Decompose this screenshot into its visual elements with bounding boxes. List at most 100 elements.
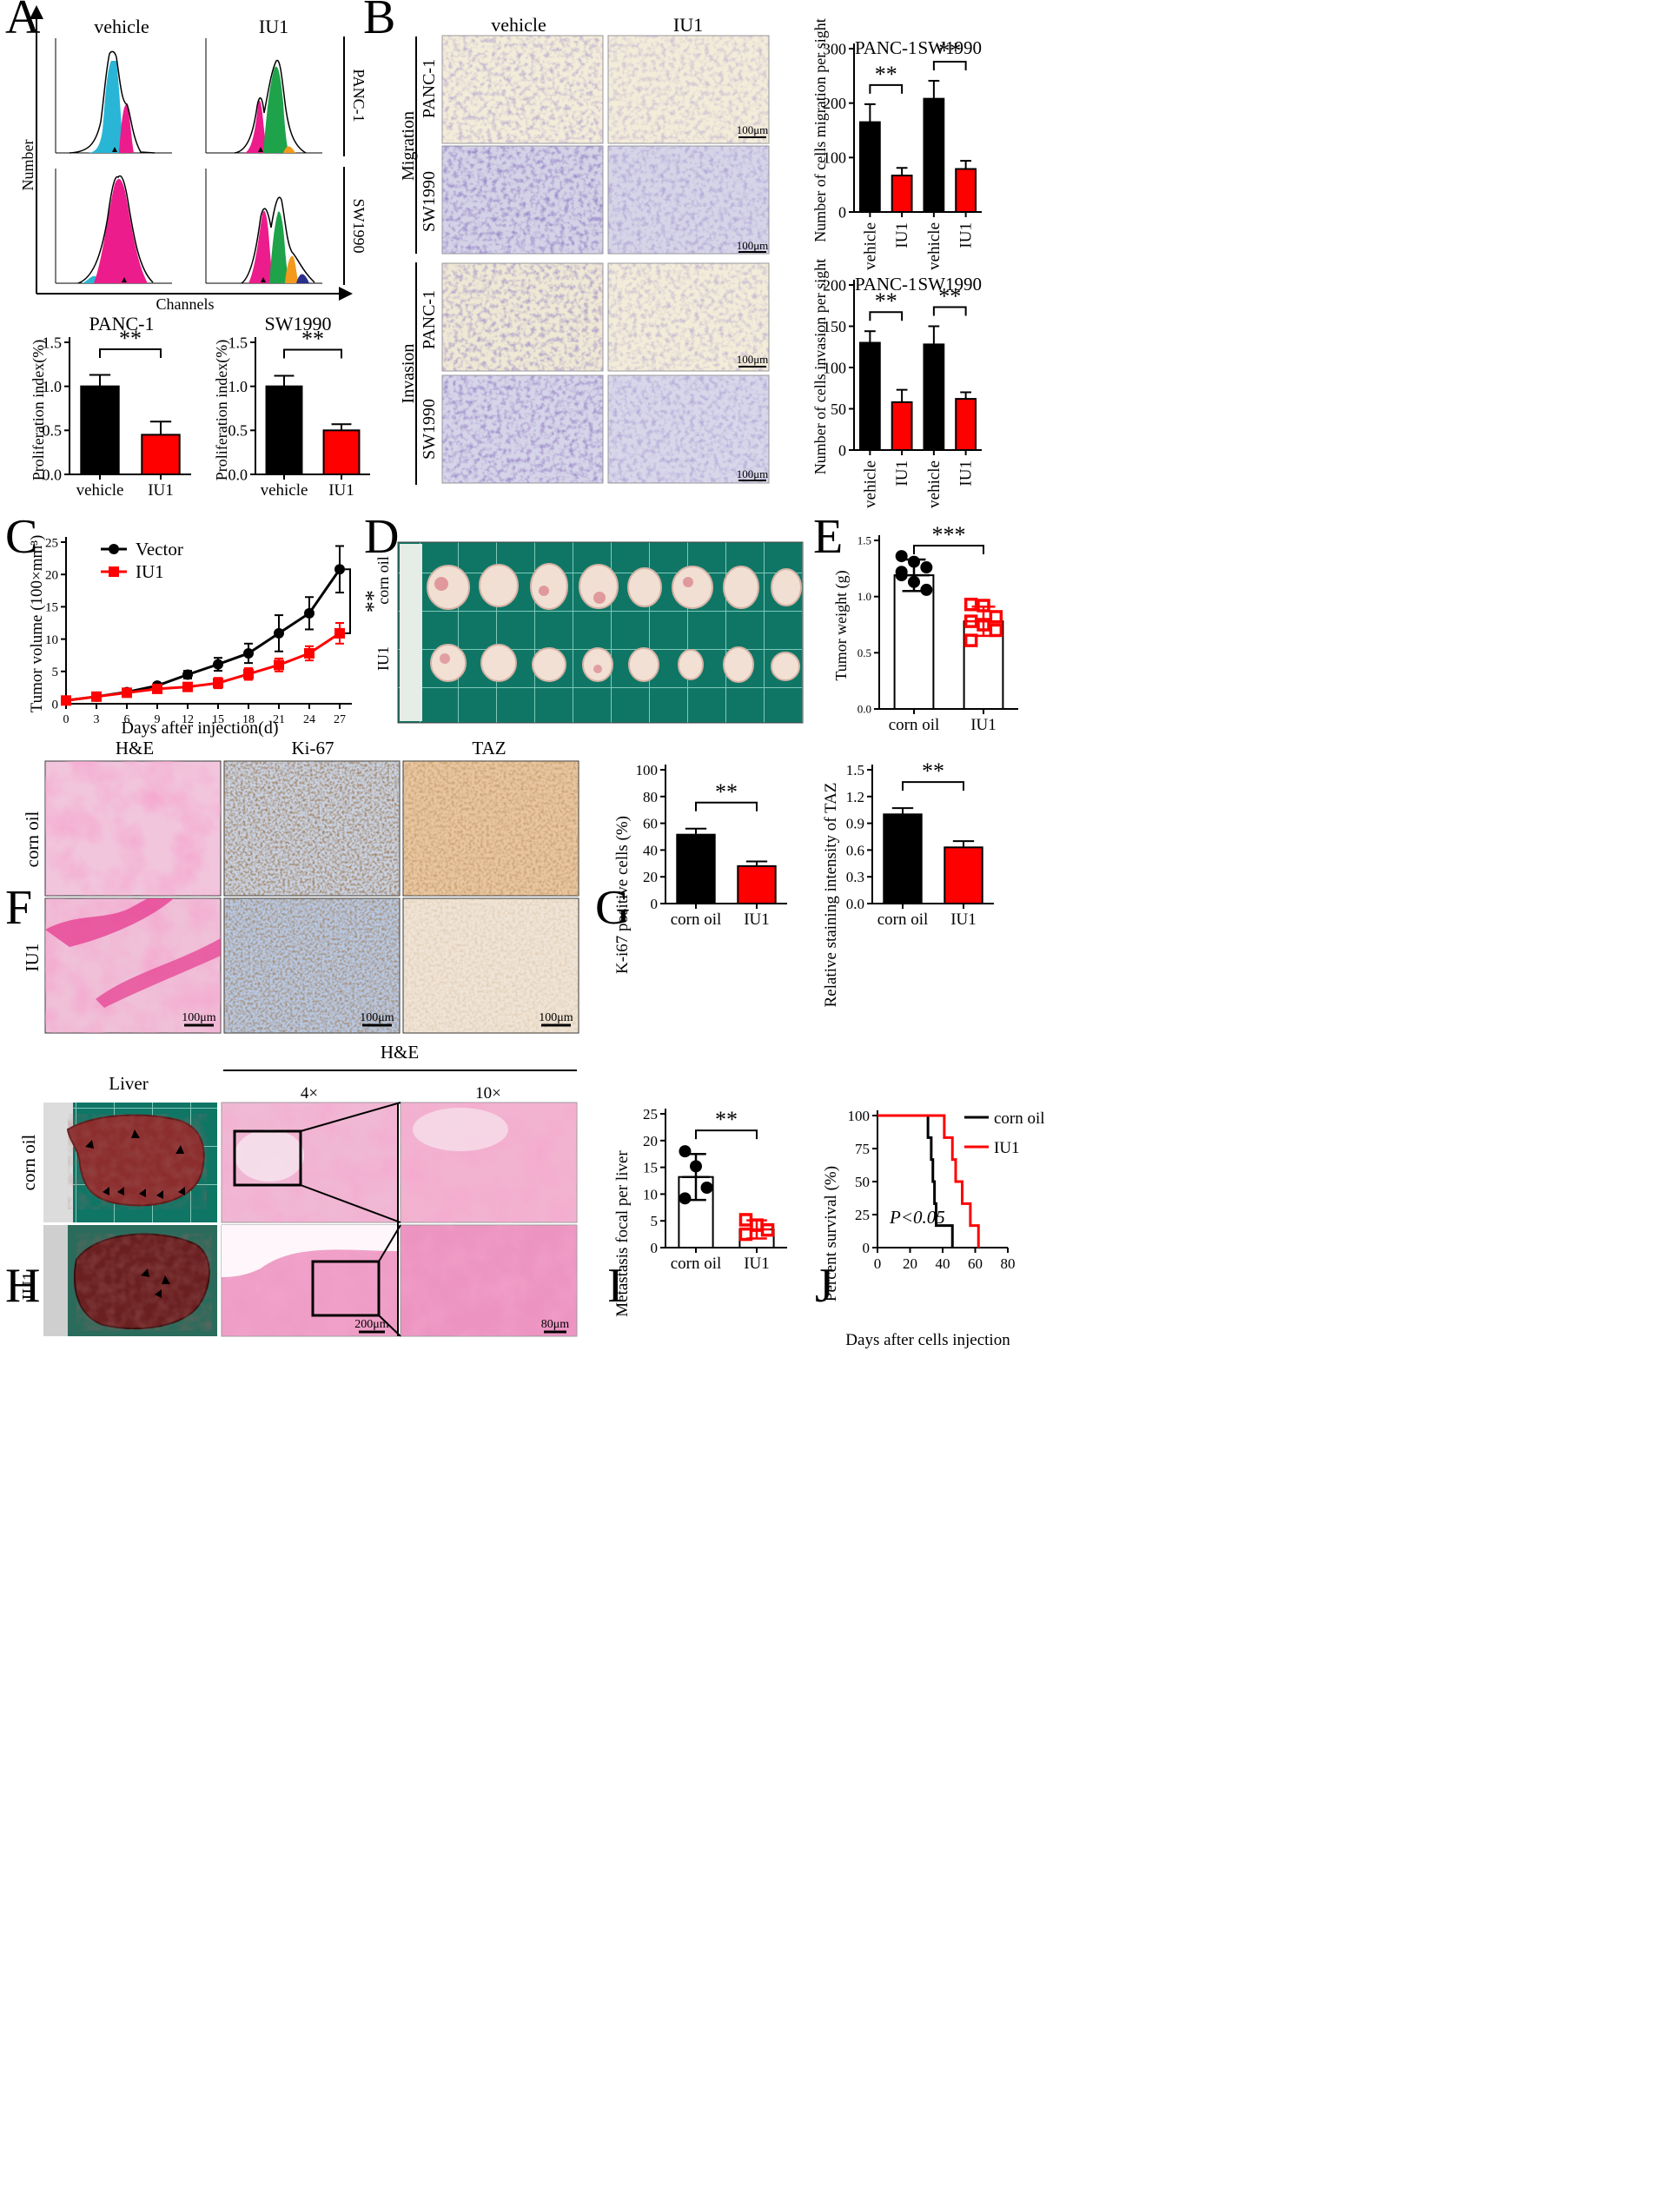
y-tick-label: 1.0: [43, 378, 63, 395]
flow-col-label-iu1: IU1: [259, 16, 288, 37]
significance-label: ***: [932, 522, 966, 547]
data-point: [963, 614, 978, 628]
scale-bars: 200μm 80μm: [354, 1318, 569, 1334]
panel-label-E: E: [813, 510, 843, 564]
x-tick-label: vehicle: [925, 460, 944, 508]
tumor: [427, 565, 470, 610]
mag-label-10x: 10×: [475, 1084, 501, 1103]
flow-y-label: Number: [19, 140, 36, 191]
y-axis-label: K-i67 positive cells (%): [613, 816, 632, 974]
y-tick-label: 100: [823, 149, 846, 167]
panel-b-transwell: vehicle IU1 Migration Invasion PANC-1 SW…: [399, 14, 770, 485]
y-tick-label: 100: [823, 359, 846, 376]
y-tick-label: 300: [823, 40, 846, 57]
x-tick-label: 80: [1001, 1255, 1016, 1272]
flow-row-label-sw1990: SW1990: [350, 199, 367, 254]
flow-row-label-panc1: PANC-1: [350, 69, 367, 122]
x-tick-label: vehicle: [861, 460, 879, 508]
x-tick-label: vehicle: [76, 481, 124, 500]
zoom-box-iu1: [311, 1260, 381, 1317]
data-point: [182, 681, 193, 692]
data-point: [908, 555, 920, 568]
group-label: SW1990: [918, 37, 983, 58]
data-point: [679, 1192, 692, 1205]
data-point: [679, 1145, 692, 1158]
row-label-sw1990: SW1990: [420, 171, 439, 232]
data-point: [920, 561, 933, 574]
y-axis-label: Tumor volume (100×mm³): [28, 535, 46, 713]
ihc-row-label-corn-oil: corn oil: [22, 811, 43, 867]
bar: [858, 121, 881, 214]
panel-h-liver: Liver H&E 4× 10× corn oil IU1: [18, 1042, 578, 1337]
panel-label-C: C: [5, 510, 37, 564]
data-point: [977, 618, 990, 632]
data-point: [213, 659, 223, 670]
zoom-box-corn-oil: [233, 1129, 302, 1187]
polyploid-navy: [296, 274, 309, 283]
micrograph-invasion-sw1990-vehicle: [441, 374, 604, 484]
micrograph-liver-10x-iu1: [400, 1224, 578, 1337]
y-tick-label: 25: [45, 536, 58, 550]
ihc-col-label-taz: TAZ: [472, 738, 506, 758]
p-value-annotation: P<0.05: [889, 1207, 945, 1228]
x-tick-label: IU1: [893, 222, 911, 248]
bar: [80, 385, 120, 475]
panel-label-I: I: [607, 1259, 624, 1313]
tumor: [672, 566, 713, 609]
x-tick-label: IU1: [328, 481, 354, 500]
ihc-col-label-ki67: Ki-67: [292, 738, 334, 758]
data-point: [989, 623, 1003, 638]
panel-label-J: J: [815, 1259, 834, 1313]
legend-label: corn oil: [994, 1109, 1045, 1128]
chart-a-sw1990: SW1990 Proliferation index(%) 0.0 0.5 1.0 1…: [213, 313, 370, 500]
x-tick-label: IU1: [744, 911, 770, 929]
micrograph-migration-sw1990-iu1: [607, 145, 770, 255]
x-tick-label: 18: [242, 713, 255, 726]
y-tick-label: 25: [855, 1207, 870, 1223]
histogram-sw1990-vehicle: [55, 169, 172, 284]
significance-bracket: [913, 545, 984, 554]
x-tick-label: IU1: [148, 481, 174, 500]
micrograph-liver-4x-iu1: [221, 1224, 399, 1337]
significance-bracket: [283, 348, 342, 359]
data-point: [304, 607, 315, 619]
x-tick-label: 15: [212, 713, 224, 726]
row-label-panc1: PANC-1: [420, 290, 439, 349]
micrograph-migration-panc1-vehicle: [441, 35, 604, 144]
significance-label: **: [875, 288, 897, 314]
data-point: [760, 1222, 775, 1237]
tumor: [627, 567, 662, 607]
tumor: [479, 564, 519, 607]
y-tick-label: 0.6: [846, 842, 864, 858]
scale-label: 200μm: [354, 1318, 389, 1331]
liver-title: Liver: [109, 1073, 148, 1094]
y-tick-label: 0.0: [857, 703, 871, 716]
significance-bracket: [932, 60, 967, 70]
micrograph-ki67-corn-oil: [223, 760, 401, 897]
data-point: [274, 659, 284, 671]
data-point: [908, 575, 920, 588]
significance-label: **: [119, 326, 142, 351]
micrograph-invasion-sw1990-iu1: [607, 374, 770, 484]
bar: [141, 434, 181, 475]
y-axis-label: Number of cells migration per sight: [811, 18, 829, 242]
y-tick-label: 0.0: [228, 466, 248, 483]
m-phase-orange: [283, 146, 295, 153]
liver-row-label-corn-oil: corn oil: [18, 1134, 39, 1190]
group-label-invasion: Invasion: [399, 344, 418, 404]
x-tick-label: corn oil: [877, 911, 929, 929]
data-point: [61, 695, 71, 706]
y-tick-label: 20: [45, 568, 58, 582]
chart-g-ki67: K-i67 positive cells (%) 0 20 40 60 80 100 cor…: [613, 762, 787, 974]
row-label-corn-oil: corn oil: [374, 556, 392, 605]
transwell-col-label-vehicle: vehicle: [491, 14, 546, 36]
significance-bracket: [902, 781, 964, 791]
x-tick-label: vehicle: [861, 222, 879, 270]
series-line: [65, 632, 341, 702]
y-tick-label: 1.5: [857, 534, 871, 547]
panel-a-flow: vehicle IU1 Number Channels PANC-1 SW199…: [19, 5, 367, 313]
data-point: [963, 633, 978, 647]
flow-col-label-vehicle: vehicle: [94, 16, 149, 37]
data-point: [963, 597, 978, 612]
y-tick-label: 0.0: [43, 466, 63, 483]
